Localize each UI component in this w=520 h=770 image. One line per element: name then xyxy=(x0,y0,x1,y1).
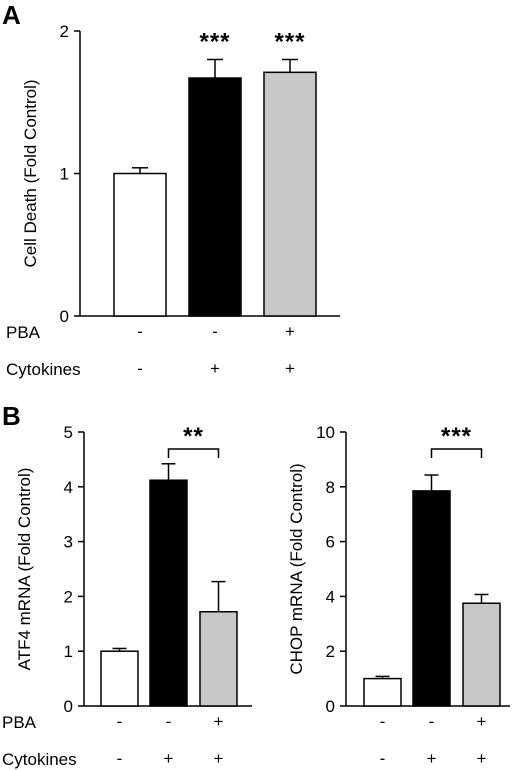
chop-chart: 0 2 4 6 8 10 CHOP mRNA (Fold Control) - - - + + + *** xyxy=(287,423,510,768)
panel-label-a: A xyxy=(2,0,21,30)
y-tick-label: 2 xyxy=(64,587,73,606)
pba-symbol: + xyxy=(285,322,295,341)
y-tick-label: 2 xyxy=(326,642,335,661)
comparison-bracket xyxy=(167,448,220,458)
bracket-significance-label: *** xyxy=(441,423,472,450)
y-tick-label: 4 xyxy=(64,478,73,497)
bar xyxy=(462,602,501,707)
atf4-chart: 0 1 2 3 4 5 ATF4 mRNA (Fold Control) - - - + + + ** xyxy=(15,423,252,768)
panel-label-b: B xyxy=(2,401,21,431)
cell-death-chart: 0 1 2 Cell Death (Fold Control) - - *** - + *** + + xyxy=(21,22,340,378)
y-tick-label: 0 xyxy=(64,697,73,716)
y-tick-label: 6 xyxy=(326,533,335,552)
cytokines-symbol: - xyxy=(137,359,143,378)
y-tick-label: 3 xyxy=(64,533,73,552)
y-tick-label: 0 xyxy=(60,307,69,326)
bar xyxy=(100,650,139,707)
y-tick-label: 5 xyxy=(64,423,73,442)
pba-symbol: - xyxy=(166,712,172,731)
bar xyxy=(263,71,317,317)
pba-symbol: - xyxy=(429,712,435,731)
row-label-pba-b: PBA xyxy=(2,713,37,732)
bar xyxy=(188,77,242,317)
cytokines-symbol: + xyxy=(210,359,220,378)
y-tick-label: 4 xyxy=(326,587,335,606)
cytokines-symbol: + xyxy=(164,749,174,768)
pba-symbol: + xyxy=(477,712,487,731)
pba-symbol: - xyxy=(137,322,143,341)
y-axis-label: Cell Death (Fold Control) xyxy=(21,79,40,267)
significance-label: *** xyxy=(274,29,305,56)
row-label-cytokines-a: Cytokines xyxy=(6,360,81,379)
y-axis-label: CHOP mRNA (Fold Control) xyxy=(287,463,306,674)
row-label-pba-a: PBA xyxy=(6,323,41,342)
cytokines-symbol: + xyxy=(477,749,487,768)
cytokines-symbol: + xyxy=(285,359,295,378)
cytokines-symbol: + xyxy=(427,749,437,768)
y-tick-label: 8 xyxy=(326,478,335,497)
y-tick-label: 1 xyxy=(60,165,69,184)
cytokines-symbol: + xyxy=(214,749,224,768)
bar xyxy=(199,610,238,707)
bar xyxy=(363,677,402,707)
pba-symbol: - xyxy=(117,712,123,731)
pba-symbol: - xyxy=(380,712,386,731)
bar xyxy=(113,172,167,317)
cytokines-symbol: - xyxy=(380,749,386,768)
y-tick-label: 0 xyxy=(326,697,335,716)
bracket-significance-label: ** xyxy=(183,423,204,450)
y-tick-label: 2 xyxy=(60,22,69,41)
bar xyxy=(149,479,188,707)
y-tick-label: 1 xyxy=(64,642,73,661)
row-label-cytokines-b: Cytokines xyxy=(2,750,77,769)
y-axis-label: ATF4 mRNA (Fold Control) xyxy=(15,468,34,671)
bar xyxy=(412,490,451,707)
significance-label: *** xyxy=(199,29,230,56)
y-tick-label: 10 xyxy=(316,423,335,442)
comparison-bracket xyxy=(430,448,483,458)
pba-symbol: + xyxy=(214,712,224,731)
cytokines-symbol: - xyxy=(117,749,123,768)
pba-symbol: - xyxy=(212,322,218,341)
